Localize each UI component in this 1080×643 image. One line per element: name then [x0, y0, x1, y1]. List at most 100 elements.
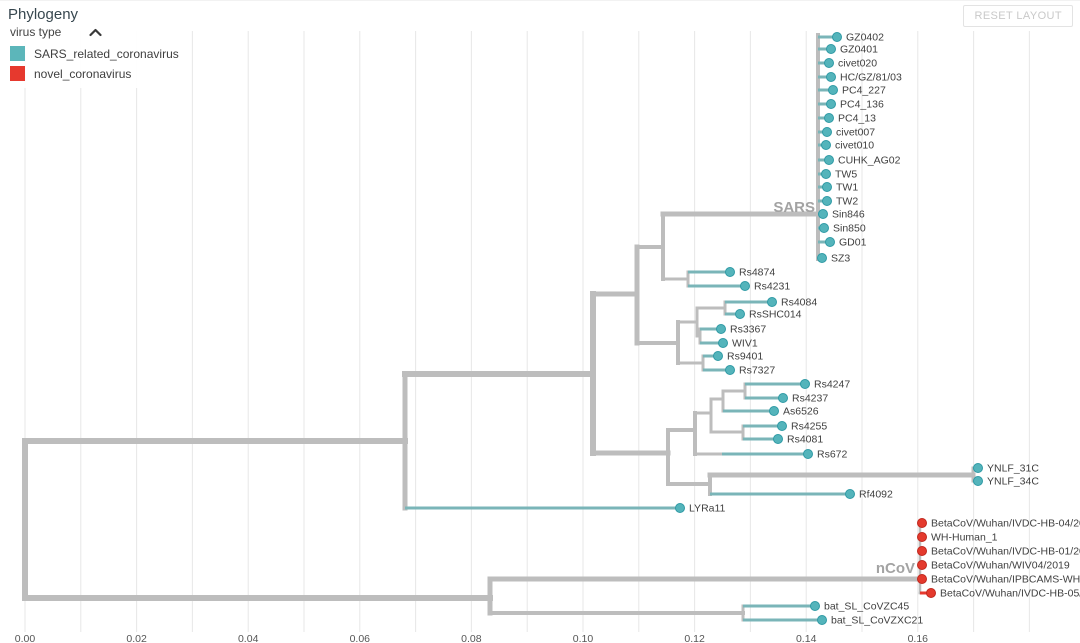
tip-node[interactable]	[828, 85, 838, 95]
tip-label[interactable]: PC4_13	[838, 113, 876, 125]
tip-label[interactable]: HC/GZ/81/03	[840, 72, 902, 84]
tip-node[interactable]	[773, 434, 783, 444]
tip-label[interactable]: YNLF_34C	[987, 476, 1039, 488]
tip-label[interactable]: Rs672	[817, 449, 848, 461]
tip-label[interactable]: TW2	[836, 196, 858, 208]
tip-label[interactable]: LYRa11	[689, 503, 726, 515]
tip-node[interactable]	[832, 32, 842, 42]
tip-node[interactable]	[777, 421, 787, 431]
tip-label[interactable]: bat_SL_CoVZXC21	[831, 615, 923, 627]
tip-node[interactable]	[826, 44, 836, 54]
tip-label[interactable]: BetaCoV/Wuhan/WIV04/2019	[931, 560, 1070, 572]
tip-node[interactable]	[824, 58, 834, 68]
tip-label[interactable]: BetaCoV/Wuhan/IVDC-HB-05/2019	[940, 588, 1080, 600]
tip-node[interactable]	[917, 560, 927, 570]
tip-node[interactable]	[917, 546, 927, 556]
tip-label[interactable]: BetaCoV/Wuhan/IVDC-HB-04/2020	[931, 518, 1080, 530]
tip-node[interactable]	[822, 127, 832, 137]
axis-tick-label: 0.10	[573, 633, 594, 643]
tip-node[interactable]	[740, 281, 750, 291]
tip-label[interactable]: Rs4255	[791, 421, 827, 433]
tip-node[interactable]	[713, 351, 723, 361]
tip-node[interactable]	[675, 503, 685, 513]
tip-label[interactable]: PC4_227	[842, 85, 886, 97]
tip-node[interactable]	[917, 532, 927, 542]
tip-label[interactable]: GZ0401	[840, 44, 878, 56]
tip-label[interactable]: BetaCoV/Wuhan/IVDC-HB-01/2019	[931, 546, 1080, 558]
tip-label[interactable]: As6526	[783, 406, 819, 418]
tip-node[interactable]	[826, 72, 836, 82]
tip-node[interactable]	[917, 518, 927, 528]
reset-layout-button[interactable]: RESET LAYOUT	[963, 5, 1073, 27]
tip-label[interactable]: BetaCoV/Wuhan/IPBCAMS-WH-01/2	[931, 574, 1080, 586]
tip-label[interactable]: RsSHC014	[749, 309, 802, 321]
tip-label[interactable]: CUHK_AG02	[838, 155, 901, 167]
tip-label[interactable]: WIV1	[732, 338, 758, 350]
tip-node[interactable]	[803, 449, 813, 459]
tip-node[interactable]	[822, 196, 832, 206]
tip-node[interactable]	[767, 297, 777, 307]
tip-node[interactable]	[818, 209, 828, 219]
tip-label[interactable]: Sin846	[832, 209, 865, 221]
tip-label[interactable]: TW5	[835, 169, 857, 181]
tip-node[interactable]	[725, 365, 735, 375]
tip-node[interactable]	[810, 601, 820, 611]
axis-tick-label: 0.06	[350, 633, 371, 643]
tip-label[interactable]: SZ3	[831, 253, 850, 265]
page-title: Phylogeny	[8, 6, 79, 23]
tip-node[interactable]	[822, 182, 832, 192]
tip-label[interactable]: Rs4237	[792, 393, 828, 405]
tip-node[interactable]	[819, 223, 829, 233]
chevron-up-icon[interactable]	[89, 28, 102, 37]
tip-node[interactable]	[824, 113, 834, 123]
tip-label[interactable]: Rs4874	[739, 267, 775, 279]
tip-node[interactable]	[778, 393, 788, 403]
tip-label[interactable]: GZ0402	[846, 32, 884, 44]
tip-label[interactable]: Rs9401	[727, 351, 763, 363]
tip-label[interactable]: Sin850	[833, 223, 866, 235]
tip-node[interactable]	[917, 574, 927, 584]
tip-label[interactable]: bat_SL_CoVZC45	[824, 601, 909, 613]
tip-label[interactable]: Rs4084	[781, 297, 817, 309]
tip-label[interactable]: civet010	[835, 140, 874, 152]
tip-label[interactable]: Rs4247	[814, 379, 850, 391]
axis-tick-label: 0.00	[15, 633, 36, 643]
tip-node[interactable]	[826, 99, 836, 109]
tip-node[interactable]	[716, 324, 726, 334]
tip-node[interactable]	[769, 406, 779, 416]
tip-node[interactable]	[725, 267, 735, 277]
tip-label[interactable]: Rs4231	[754, 281, 790, 293]
legend-item-label: SARS_related_coronavirus	[34, 46, 179, 61]
tip-label[interactable]: Rf4092	[859, 489, 893, 501]
tip-node[interactable]	[817, 253, 827, 263]
legend-item-label: novel_coronavirus	[34, 66, 132, 81]
tip-node[interactable]	[821, 169, 831, 179]
legend-item-sars-related[interactable]: SARS_related_coronavirus	[10, 46, 179, 61]
tip-label[interactable]: civet007	[836, 127, 875, 139]
axis-tick-label: 0.04	[238, 633, 259, 643]
tip-label[interactable]: TW1	[836, 182, 858, 194]
tip-node[interactable]	[825, 237, 835, 247]
tip-node[interactable]	[845, 489, 855, 499]
tip-node[interactable]	[800, 379, 810, 389]
tip-node[interactable]	[926, 588, 936, 598]
tip-node[interactable]	[817, 615, 827, 625]
tip-node[interactable]	[973, 463, 983, 473]
tip-label[interactable]: Rs3367	[730, 324, 766, 336]
clade-label: SARS	[773, 199, 815, 216]
tip-label[interactable]: Rs4081	[787, 434, 823, 446]
legend-item-novel[interactable]: novel_coronavirus	[10, 66, 179, 81]
tip-label[interactable]: PC4_136	[840, 99, 884, 111]
tip-label[interactable]: GD01	[839, 237, 867, 249]
virus-type-legend: virus type SARS_related_coronavirus nove…	[10, 25, 185, 88]
tip-node[interactable]	[821, 140, 831, 150]
tip-label[interactable]: YNLF_31C	[987, 463, 1039, 475]
tip-label[interactable]: civet020	[838, 58, 877, 70]
tip-node[interactable]	[973, 476, 983, 486]
tip-node[interactable]	[824, 155, 834, 165]
tip-label[interactable]: Rs7327	[739, 365, 775, 377]
tip-node[interactable]	[718, 338, 728, 348]
tip-label[interactable]: WH-Human_1	[931, 532, 998, 544]
tip-node[interactable]	[735, 309, 745, 319]
